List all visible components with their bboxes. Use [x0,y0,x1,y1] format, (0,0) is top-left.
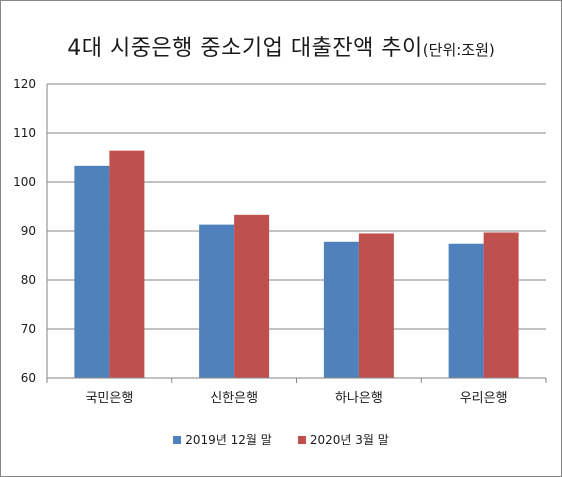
bar-2-2 [234,214,270,378]
legend-swatch-series-1 [173,435,182,444]
y-tick-label-60: 60 [21,371,36,385]
category-labels: 국민은행 신한은행 하나은행 우리은행 [85,390,507,406]
chart-title: 4대 시중은행 중소기업 대출잔액 추이(단위:조원) [0,30,562,62]
legend-label-series-1: 2019년 12월 말 [185,433,272,447]
chart-title-text: 4대 시중은행 중소기업 대출잔액 추이 [67,36,423,61]
bar-1-1 [74,165,110,378]
legend-swatch-series-2 [297,435,306,444]
legend-item-series-1: 2019년 12월 말 [173,431,272,448]
y-tick-label-70: 70 [21,322,36,336]
axes [46,84,547,383]
y-axis-tick-labels: 60 70 80 90 100 110 120 [13,77,36,385]
y-tick-label-100: 100 [13,175,36,189]
bar-1-2 [199,224,235,378]
chart-title-unit: (단위:조원) [422,41,495,59]
legend-label-series-2: 2020년 3월 말 [309,433,389,447]
legend-item-series-2: 2020년 3월 말 [297,431,389,448]
y-tick-label-80: 80 [21,273,36,287]
legend: 2019년 12월 말 2020년 3월 말 [0,431,562,448]
bar-1-4 [448,243,484,378]
category-label-3: 하나은행 [335,390,383,406]
y-tick-label-120: 120 [13,77,36,91]
category-label-2: 신한은행 [210,390,258,406]
y-tick-label-110: 110 [13,126,36,140]
bar-2-1 [109,150,145,378]
bar-2-4 [483,232,519,378]
y-tick-label-90: 90 [21,224,36,238]
bar-2-3 [358,233,394,378]
category-label-1: 국민은행 [85,390,133,406]
category-label-4: 우리은행 [460,390,508,406]
bar-1-3 [323,241,359,378]
bars [74,150,519,378]
